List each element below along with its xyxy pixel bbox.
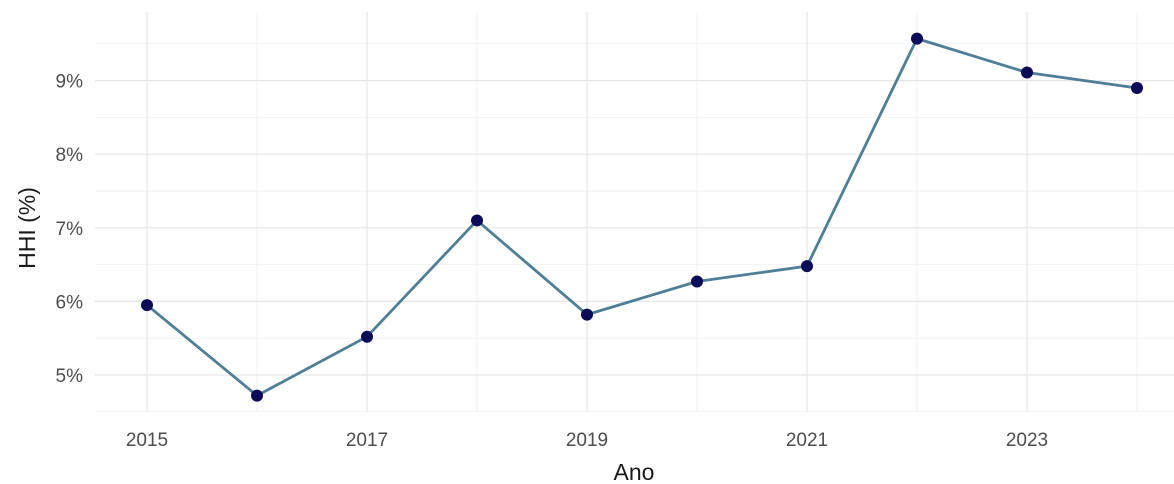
data-point-2018 <box>471 214 483 227</box>
data-point-2023 <box>1021 66 1033 79</box>
y-axis-ticks: 5% 6% 7% 8% 9% <box>56 72 84 387</box>
data-point-2022 <box>911 32 923 45</box>
data-point-2019 <box>581 308 593 321</box>
y-tick-label: 8% <box>56 145 84 166</box>
y-tick-label: 6% <box>56 292 84 313</box>
series-layer <box>141 32 1143 402</box>
data-point-2017 <box>361 330 373 343</box>
data-point-2024 <box>1131 81 1143 94</box>
y-tick-label: 7% <box>56 219 84 240</box>
data-point-2015 <box>141 299 153 312</box>
x-axis-ticks: 2015 2017 2019 2021 2023 <box>126 430 1048 451</box>
x-tick-label: 2023 <box>1006 430 1048 451</box>
data-point-2021 <box>801 260 813 273</box>
x-axis-title: Ano <box>614 459 655 484</box>
x-tick-label: 2015 <box>126 430 168 451</box>
data-point-2020 <box>691 275 703 288</box>
x-tick-label: 2019 <box>566 430 608 451</box>
series-line <box>145 37 1139 398</box>
y-tick-label: 5% <box>56 366 84 387</box>
data-point-2016 <box>251 389 263 402</box>
grid <box>95 12 1174 413</box>
x-tick-label: 2017 <box>346 430 388 451</box>
x-tick-label: 2021 <box>786 430 828 451</box>
y-tick-label: 9% <box>56 72 84 93</box>
y-axis-title: HHI (%) <box>14 187 40 269</box>
